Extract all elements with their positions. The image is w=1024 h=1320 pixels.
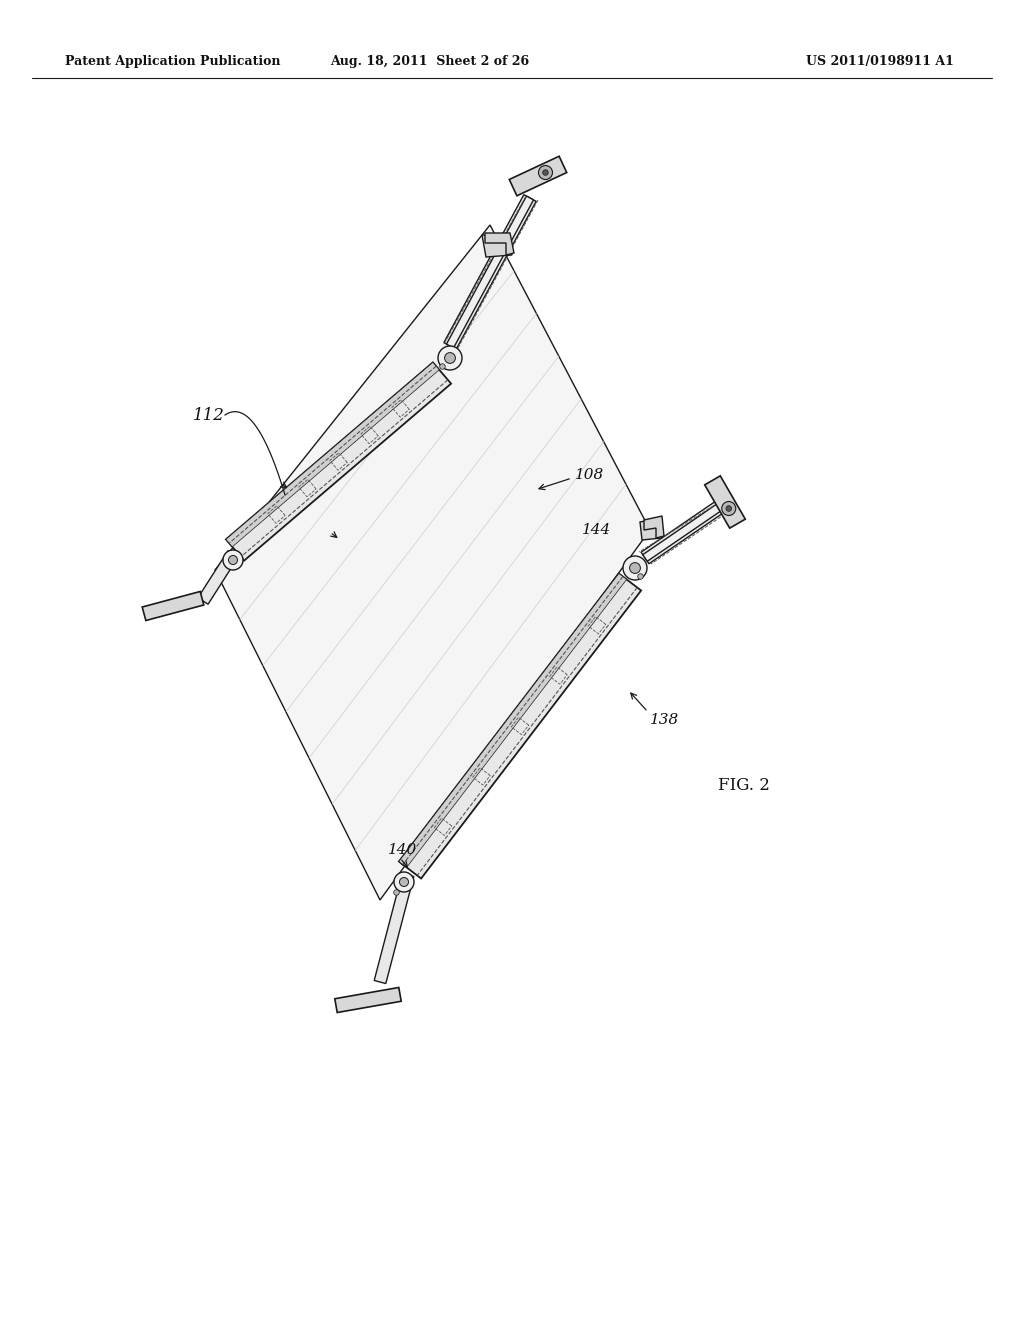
Polygon shape — [142, 591, 204, 620]
Polygon shape — [643, 503, 723, 561]
Polygon shape — [226, 363, 452, 561]
Polygon shape — [641, 500, 725, 564]
Circle shape — [543, 170, 548, 176]
Text: Patent Application Publication: Patent Application Publication — [65, 55, 281, 69]
Circle shape — [444, 352, 456, 363]
Circle shape — [223, 550, 243, 570]
Circle shape — [539, 165, 553, 180]
Polygon shape — [399, 573, 627, 867]
Polygon shape — [226, 363, 439, 546]
Circle shape — [722, 502, 736, 516]
Polygon shape — [446, 197, 534, 348]
Text: FIG. 2: FIG. 2 — [718, 776, 770, 793]
Polygon shape — [198, 550, 238, 605]
Text: 138: 138 — [650, 713, 679, 727]
Text: 144: 144 — [582, 523, 611, 537]
Polygon shape — [640, 517, 662, 540]
Circle shape — [623, 556, 647, 579]
Polygon shape — [482, 235, 512, 257]
Circle shape — [228, 556, 238, 565]
Circle shape — [399, 878, 409, 887]
Circle shape — [438, 346, 462, 370]
Text: Aug. 18, 2011  Sheet 2 of 26: Aug. 18, 2011 Sheet 2 of 26 — [331, 55, 529, 69]
Circle shape — [394, 873, 414, 892]
Circle shape — [630, 562, 640, 573]
Text: 112: 112 — [194, 407, 225, 424]
Polygon shape — [215, 224, 650, 900]
Polygon shape — [509, 156, 566, 195]
Polygon shape — [485, 234, 514, 255]
Text: US 2011/0198911 A1: US 2011/0198911 A1 — [806, 55, 954, 69]
Polygon shape — [644, 516, 664, 539]
Polygon shape — [705, 475, 745, 528]
Polygon shape — [374, 874, 414, 983]
Polygon shape — [399, 573, 641, 879]
Polygon shape — [443, 194, 537, 350]
Text: 108: 108 — [575, 469, 604, 482]
Polygon shape — [335, 987, 401, 1012]
Text: 140: 140 — [388, 843, 417, 857]
Circle shape — [726, 506, 731, 511]
